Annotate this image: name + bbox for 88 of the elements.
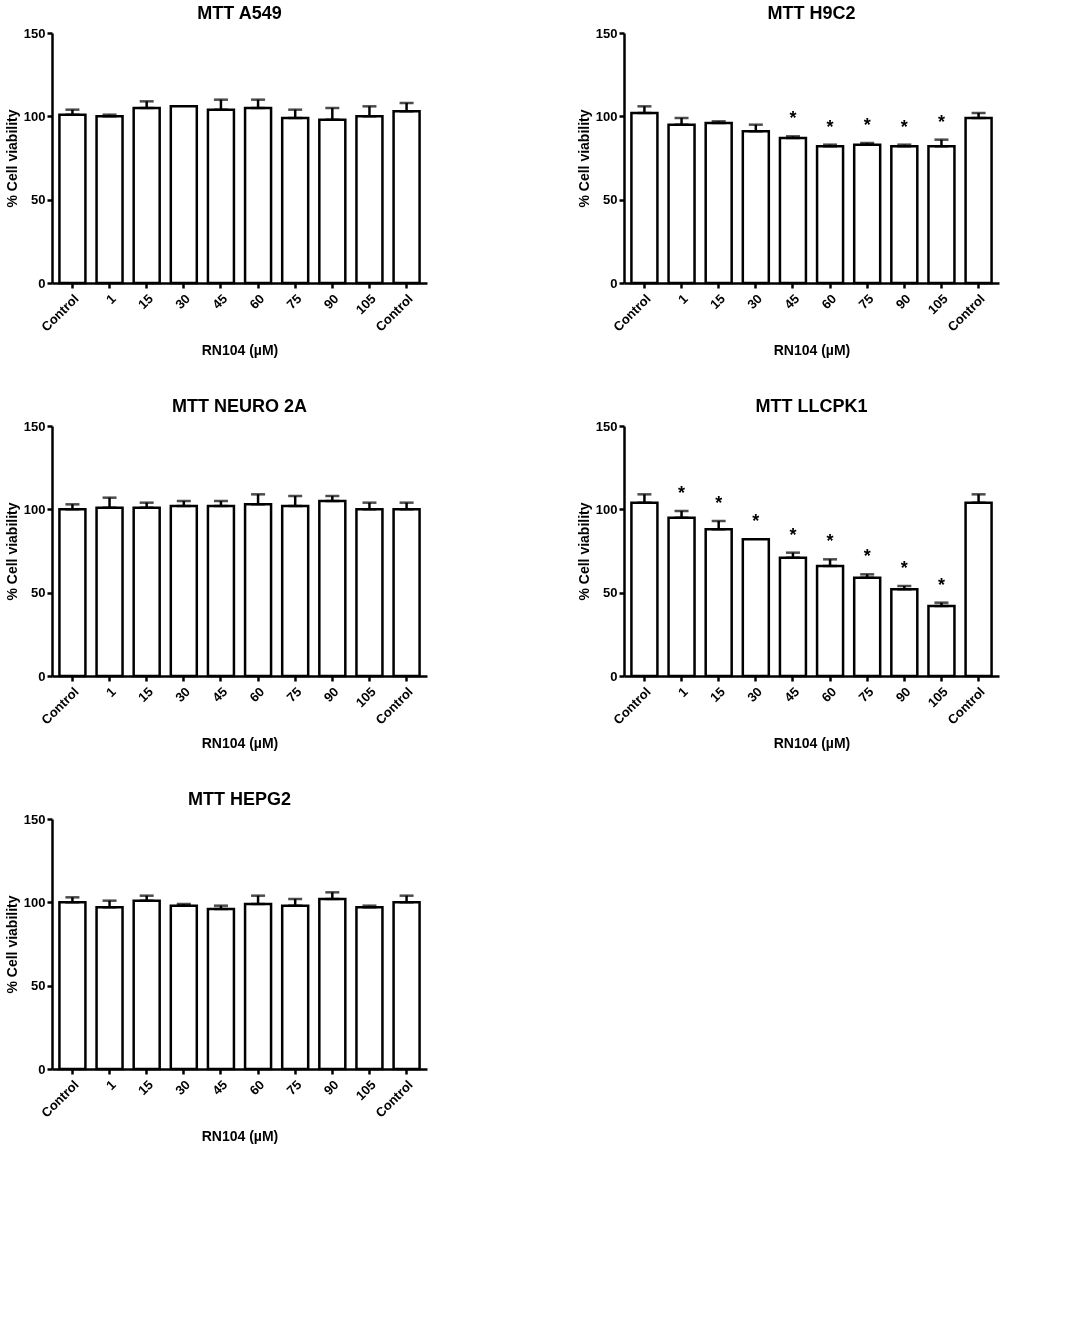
annotation: *	[826, 531, 834, 552]
x-tick-label: 45	[209, 1077, 231, 1098]
x-tick-label: 1	[103, 1077, 119, 1093]
annotation: *	[900, 558, 908, 578]
y-tick-label: 100	[595, 108, 618, 124]
annotation: *	[826, 116, 834, 137]
x-tick-label: 15	[707, 291, 728, 312]
y-tick-label: 100	[23, 501, 46, 517]
y-tick-label: 50	[31, 192, 46, 208]
y-tick-label: 150	[23, 418, 46, 434]
chart-title: MTT NEURO 2A	[172, 396, 307, 416]
x-tick-label: 30	[172, 1077, 193, 1098]
x-tick-label: 30	[744, 684, 765, 705]
annotation: *	[715, 493, 723, 513]
y-tick-label: 0	[38, 275, 46, 291]
chart-title: MTT H9C2	[767, 3, 856, 23]
x-tick-label: 15	[135, 684, 156, 705]
y-tick-label: 50	[603, 585, 618, 601]
x-tick-label: 15	[707, 684, 728, 705]
y-tick-label: 0	[610, 275, 618, 291]
x-tick-label: 105	[924, 291, 951, 318]
x-tick-label: 1	[103, 684, 119, 700]
annotation: *	[863, 115, 871, 135]
x-tick-label: 105	[924, 684, 951, 711]
x-tick-label: 105	[352, 684, 379, 711]
annotation: *	[752, 511, 760, 532]
y-tick-label: 0	[38, 1061, 46, 1077]
y-axis-title: % Cell viability	[3, 895, 20, 994]
x-tick-label: 45	[209, 684, 231, 705]
x-tick-label: 105	[352, 1077, 379, 1104]
x-tick-label: 1	[103, 291, 119, 307]
x-tick-label: 45	[781, 291, 803, 312]
x-tick-label: 75	[855, 684, 877, 705]
x-tick-label: 30	[172, 684, 193, 705]
annotation: *	[937, 111, 945, 132]
x-tick-label: 60	[246, 1077, 268, 1098]
y-tick-label: 0	[38, 668, 46, 684]
y-tick-label: 50	[31, 585, 46, 601]
y-tick-label: 50	[31, 978, 46, 994]
annotation: *	[937, 574, 945, 595]
x-axis-title: RN104 (µM)	[773, 342, 851, 359]
annotation: *	[789, 108, 797, 129]
x-tick-label: 105	[352, 291, 379, 318]
x-tick-label: 90	[320, 1077, 342, 1098]
x-tick-label: 90	[320, 684, 342, 705]
x-tick-label: 75	[283, 291, 305, 312]
x-tick-label: 60	[246, 684, 268, 705]
x-tick-label: 75	[855, 291, 877, 312]
chart-title: MTT HEPG2	[187, 789, 292, 809]
x-tick-label: 75	[283, 684, 305, 705]
x-tick-label: 90	[892, 291, 914, 312]
y-tick-label: 50	[603, 192, 618, 208]
x-tick-label: 30	[744, 291, 765, 312]
chart-title: MTT LLCPK1	[755, 396, 868, 416]
x-tick-label: 15	[135, 291, 156, 312]
x-axis-title: RN104 (µM)	[201, 735, 279, 752]
y-tick-label: 150	[595, 418, 618, 434]
x-tick-label: 45	[781, 684, 803, 705]
y-tick-label: 100	[595, 501, 618, 517]
x-tick-label: 75	[283, 1077, 305, 1098]
x-tick-label: 60	[246, 291, 268, 312]
x-axis-title: RN104 (µM)	[201, 1128, 279, 1145]
y-axis-title: % Cell viability	[3, 109, 20, 208]
x-tick-label: 90	[892, 684, 914, 705]
x-tick-label: 15	[135, 1077, 156, 1098]
x-tick-label: 90	[320, 291, 342, 312]
x-axis-title: RN104 (µM)	[201, 342, 279, 359]
x-tick-label: 60	[818, 684, 840, 705]
y-axis-title: % Cell viability	[575, 502, 592, 601]
y-tick-label: 150	[23, 25, 46, 41]
annotation: *	[678, 483, 686, 503]
y-axis-title: % Cell viability	[575, 109, 592, 208]
x-axis-title: RN104 (µM)	[773, 735, 851, 752]
chart-title: MTT A549	[197, 3, 282, 23]
annotation: *	[900, 116, 908, 137]
y-tick-label: 100	[23, 894, 46, 910]
x-tick-label: 60	[818, 291, 840, 312]
x-tick-label: 45	[209, 291, 231, 312]
y-tick-label: 100	[23, 108, 46, 124]
y-tick-label: 150	[595, 25, 618, 41]
x-tick-label: 1	[675, 684, 691, 700]
y-axis-title: % Cell viability	[3, 502, 20, 601]
y-tick-label: 150	[23, 811, 46, 827]
annotation: *	[789, 524, 797, 545]
annotation: *	[863, 546, 871, 567]
x-tick-label: 30	[172, 291, 193, 312]
y-tick-label: 0	[610, 668, 618, 684]
x-tick-label: 1	[675, 291, 691, 307]
